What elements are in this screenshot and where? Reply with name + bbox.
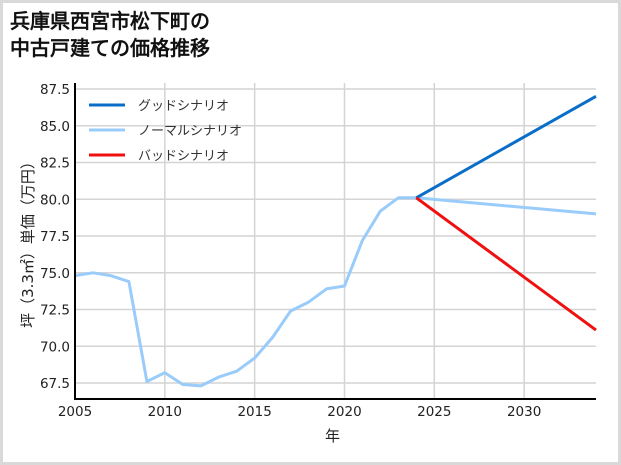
series-line (415, 196, 597, 332)
y-tick-label: 85.0 (40, 119, 70, 135)
legend-label: グッドシナリオ (138, 99, 229, 114)
series-line (415, 94, 597, 200)
y-tick-label: 75.0 (40, 266, 70, 282)
y-tick-label: 87.5 (40, 82, 70, 98)
axes (74, 83, 596, 400)
series-line (74, 196, 597, 388)
x-tick-label: 2015 (237, 404, 271, 420)
x-tick-label: 2025 (417, 404, 451, 420)
y-tick-label: 77.5 (40, 229, 70, 245)
x-tick-label: 2020 (327, 404, 361, 420)
title-line-1: 兵庫県西宮市松下町の (10, 9, 210, 33)
y-tick-label: 82.5 (40, 156, 70, 172)
y-tick-label: 67.5 (40, 376, 70, 392)
series-lines (74, 94, 597, 388)
legend-label: バッドシナリオ (138, 149, 229, 164)
y-tick-label: 80.0 (40, 192, 70, 208)
x-tick-label: 2005 (58, 404, 92, 420)
grid-lines (75, 83, 596, 399)
tick-labels: 67.5 70.0 72.5 75.0 77.5 80.0 82.5 85.0 87.5 2005… (40, 82, 541, 420)
y-tick-label: 70.0 (40, 339, 70, 355)
x-tick-label: 2030 (507, 404, 541, 420)
y-axis-label: 坪（3.3㎡）単価（万円） (19, 154, 37, 328)
chart-title: 兵庫県西宮市松下町の 中古戸建ての価格推移 (10, 8, 210, 62)
title-line-2: 中古戸建ての価格推移 (10, 36, 210, 60)
legend-label: ノーマルシナリオ (138, 124, 242, 139)
chart-frame (3, 3, 618, 462)
x-axis-label: 年 (325, 427, 340, 445)
x-tick-label: 2010 (148, 404, 182, 420)
y-tick-label: 72.5 (40, 303, 70, 319)
